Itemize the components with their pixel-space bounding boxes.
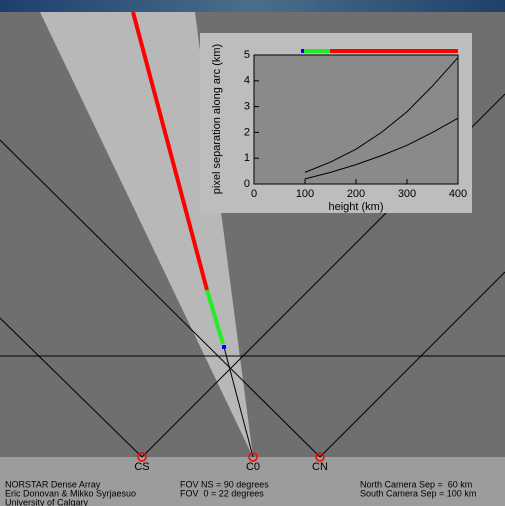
y-tick-label: 1: [244, 152, 250, 164]
x-tick-label: 300: [398, 188, 416, 200]
range-bar-green: [304, 49, 330, 53]
footer-text: South Camera Sep = 100 km: [360, 488, 476, 498]
x-tick-label: 200: [347, 188, 365, 200]
footer-text: FOV 0 = 22 degrees: [180, 488, 264, 498]
ground: [0, 457, 505, 506]
arc-red: [131, 11, 209, 291]
footer-text: University of Calgary: [5, 497, 89, 506]
footer-text: North Camera Sep = 60 km: [360, 479, 472, 489]
arc-green: [205, 289, 225, 345]
curve: [304, 117, 459, 180]
x-axis-label: height (km): [328, 201, 383, 213]
y-tick-label: 4: [244, 75, 250, 87]
y-tick-label: 2: [244, 126, 250, 138]
y-tick-label: 3: [244, 101, 250, 113]
curve: [304, 57, 459, 173]
range-bar-blue: [301, 49, 304, 53]
camera-markers: [137, 452, 325, 462]
x-tick-label: 0: [251, 188, 257, 200]
footer-text: FOV NS = 90 degrees: [180, 479, 269, 489]
y-axis-label: pixel separation along arc (km): [211, 44, 223, 194]
camera-label: CN: [312, 461, 328, 473]
arc-blue: [222, 345, 226, 349]
x-tick-label: 400: [449, 188, 467, 200]
y-tick-label: 0: [244, 178, 250, 190]
sky-image: [0, 0, 505, 12]
camera-label: CS: [134, 461, 149, 473]
x-tick-label: 100: [296, 188, 314, 200]
plot-area: [253, 54, 459, 185]
fov-wedge: [40, 12, 253, 457]
footer-text: NORSTAR Dense Array: [5, 479, 101, 489]
footer-text: Eric Donovan & Mikko Syrjaesuo: [5, 488, 136, 498]
y-tick-label: 5: [244, 49, 250, 61]
camera-label: C0: [246, 461, 260, 473]
range-bar-red: [330, 49, 458, 53]
